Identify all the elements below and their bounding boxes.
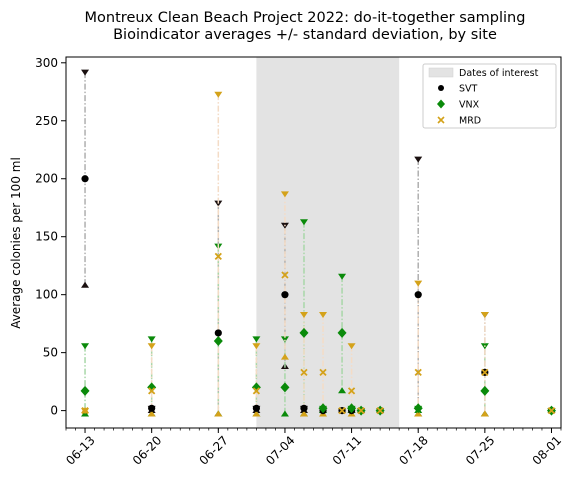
y-tick-label: 200 (35, 172, 58, 186)
plot-area: 06-13 06-20 06-27 07-04 07-11 07-18 07-25 08-01… (35, 56, 564, 468)
data-point (415, 291, 422, 298)
chart-title: Montreux Clean Beach Project 2022: do-it… (85, 10, 526, 26)
upper-bound-marker (481, 312, 489, 318)
upper-bound-marker (214, 92, 222, 98)
legend-marker (438, 85, 444, 91)
x-tick-label: 06-20 (130, 433, 165, 468)
upper-bound-marker (414, 281, 422, 287)
interest-band (256, 57, 399, 428)
data-point (81, 386, 90, 396)
y-tick-label: 50 (43, 346, 58, 360)
y-tick-label: 150 (35, 230, 58, 244)
chart-subtitle: Bioindicator averages +/- standard devia… (113, 27, 497, 43)
y-tick-label: 300 (35, 56, 58, 70)
legend: Dates of interest SVT VNX MRD (423, 64, 556, 128)
data-point (300, 405, 307, 412)
legend-swatch-interest (429, 68, 453, 77)
upper-bound-marker (81, 343, 89, 349)
y-tick-label: 0 (50, 404, 58, 418)
x-tick-label: 08-01 (530, 433, 565, 468)
lower-bound-marker (214, 410, 222, 416)
y-tick-label: 250 (35, 114, 58, 128)
x-tick-label: 06-13 (63, 433, 98, 468)
data-point (148, 405, 155, 412)
y-axis-label: Average colonies per 100 ml (9, 157, 23, 329)
upper-bound-marker (81, 70, 89, 76)
upper-bound-marker (148, 343, 156, 349)
x-tick-label: 07-25 (463, 433, 498, 468)
upper-bound-marker (148, 336, 156, 342)
legend-label: Dates of interest (459, 68, 539, 79)
data-point (253, 405, 260, 412)
data-point (281, 291, 288, 298)
legend-label: SVT (459, 84, 478, 95)
data-point (215, 329, 222, 336)
legend-label: MRD (459, 116, 481, 127)
x-tick-label: 06-27 (196, 433, 231, 468)
data-point (480, 386, 489, 396)
x-tick-label: 07-04 (263, 433, 298, 468)
upper-bound-marker (414, 157, 422, 163)
data-point (81, 175, 88, 182)
legend-label: VNX (459, 100, 480, 111)
x-tick-label: 07-11 (330, 433, 365, 468)
lower-bound-marker (481, 410, 489, 416)
y-tick-label: 100 (35, 288, 58, 302)
data-point (214, 336, 223, 346)
lower-bound-marker (81, 282, 89, 288)
x-tick-label: 07-18 (396, 433, 431, 468)
